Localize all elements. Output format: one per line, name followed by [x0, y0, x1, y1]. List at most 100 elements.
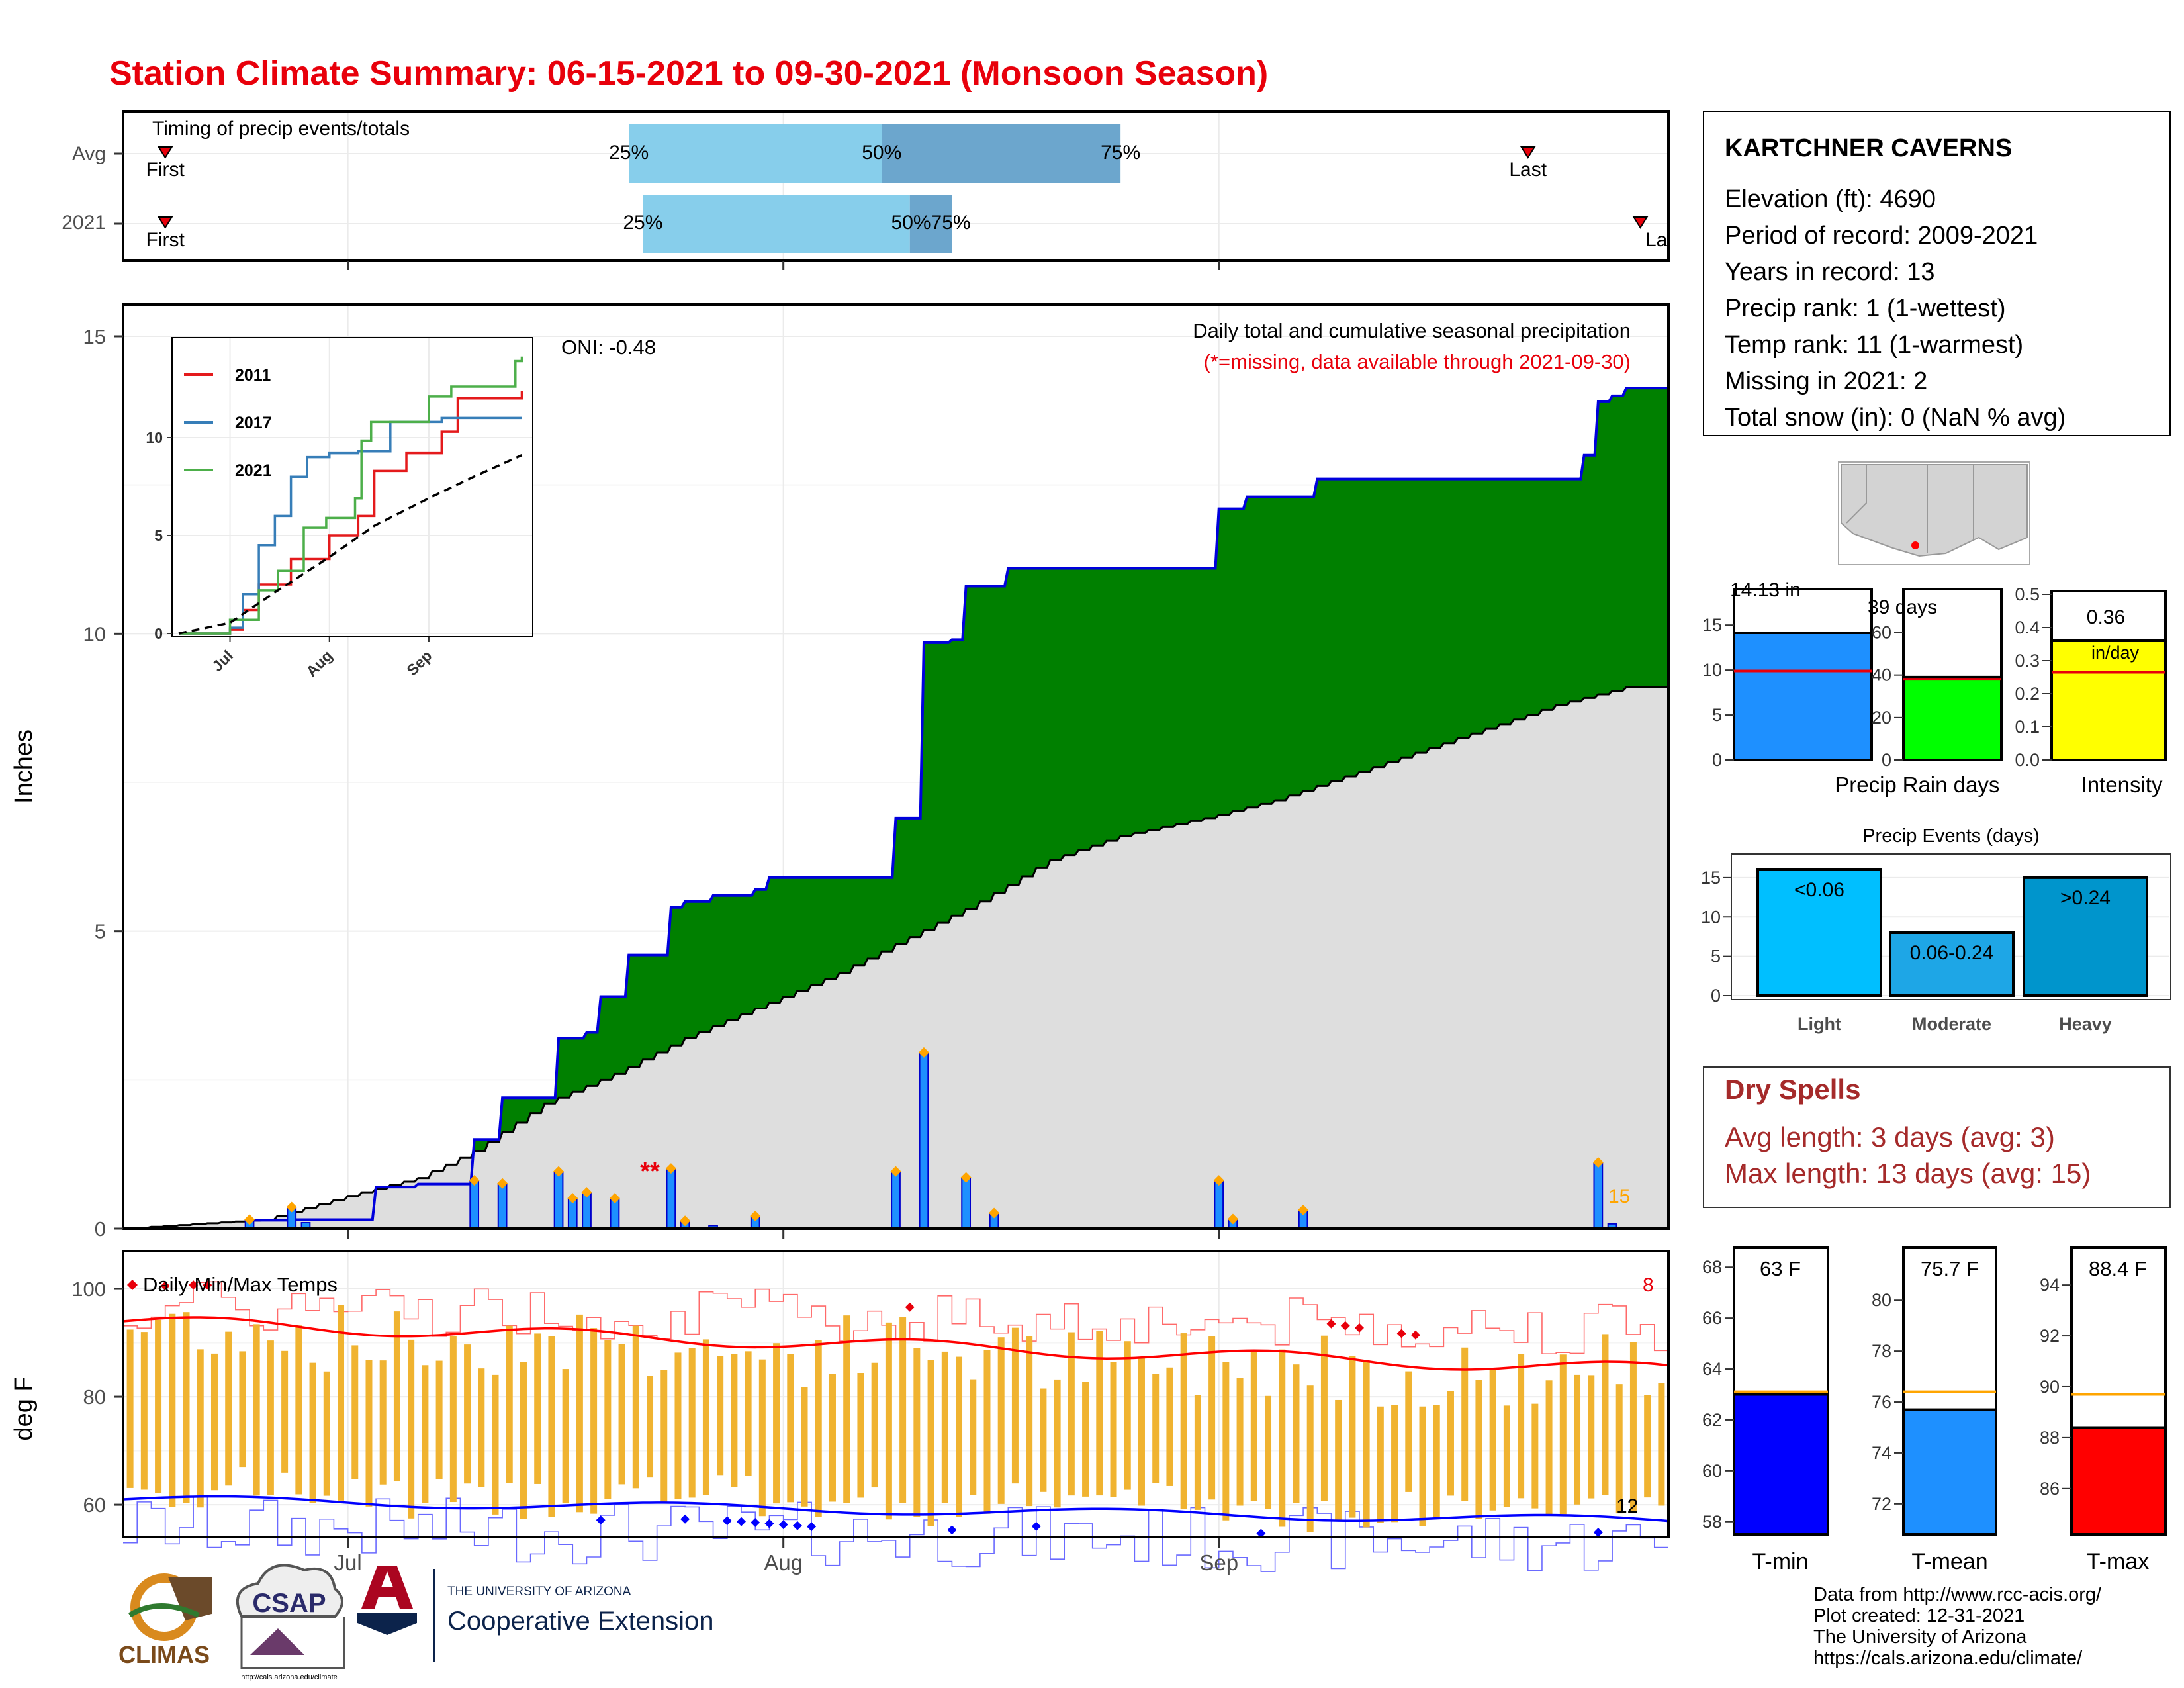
- last-label: Last: [1509, 159, 1547, 181]
- daily-temp-bar: [1011, 1327, 1019, 1484]
- daily-temp-bar: [829, 1374, 836, 1502]
- rain-days-gauge-label: Rain days: [1903, 773, 2000, 797]
- daily-precip-marker: [750, 1211, 761, 1222]
- temp-title-marker: [127, 1280, 138, 1290]
- precip-count-label: 15: [1608, 1186, 1630, 1207]
- gauge-tick-label: 66: [1702, 1308, 1722, 1328]
- station-line: Period of record: 2009-2021: [1725, 222, 2038, 250]
- daily-precip-marker: [497, 1178, 508, 1189]
- record-high-point: [203, 1280, 212, 1290]
- daily-temp-bar: [647, 1376, 654, 1478]
- daily-temp-bar: [562, 1369, 569, 1504]
- daily-temp-bar: [674, 1352, 682, 1499]
- gauge-tick-label: 86: [2040, 1479, 2060, 1499]
- record-low-point: [596, 1515, 606, 1525]
- university-logo: THE UNIVERSITY OF ARIZONA Cooperative Ex…: [357, 1566, 713, 1662]
- precip-y-tick-label: 0: [95, 1217, 106, 1241]
- record-points: [160, 1280, 1603, 1538]
- daily-temp-bar: [1236, 1378, 1244, 1506]
- daily-temp-bar: [140, 1332, 148, 1490]
- daily-precip-bar: [891, 1171, 901, 1230]
- tmin-gauge: 58 60 62 64 66 68: [1702, 1246, 1829, 1536]
- gauge-tick-label: 0.4: [2015, 618, 2040, 637]
- tmin-value-text: 63 F: [1760, 1257, 1801, 1280]
- record-high-point: [1340, 1321, 1350, 1331]
- daily-temp-bar: [1461, 1347, 1469, 1501]
- record-low-line: [123, 1496, 1668, 1572]
- tmean-value-text: 75.7 F: [1921, 1257, 1979, 1280]
- daily-temp-bar: [534, 1333, 541, 1484]
- record-low-point: [680, 1514, 690, 1524]
- temp-x-tick-label: Jul: [334, 1550, 362, 1575]
- inset-y-tick-label: 10: [146, 429, 163, 446]
- gauge-tick-label: 74: [1872, 1443, 1891, 1463]
- events-bar-tag: <0.06: [1794, 879, 1844, 901]
- daily-temp-bar: [576, 1314, 583, 1513]
- daily-temp-bar: [239, 1351, 246, 1468]
- events-title: Precip Events (days): [1862, 825, 2040, 847]
- max-record-count: 8: [1643, 1274, 1654, 1296]
- events-bar-moderate: [1889, 931, 2015, 997]
- record-low-point: [764, 1519, 774, 1528]
- daily-temp-bar: [548, 1336, 555, 1517]
- daily-temp-bar: [787, 1354, 794, 1503]
- ua-shield-base: [357, 1613, 417, 1635]
- legend-2017-label: 2017: [235, 414, 272, 432]
- daily-temp-bar: [1082, 1382, 1089, 1497]
- daily-temp-bar: [351, 1345, 359, 1479]
- temp-axes: 60 80 100 Jul Aug Sep: [71, 1278, 1238, 1575]
- daily-temp-bar: [478, 1368, 485, 1487]
- station-info-box: KARTCHNER CAVERNS Elevation (ft): 4690 P…: [1703, 111, 2171, 436]
- inset-background: [172, 338, 533, 637]
- temp-x-tick-label: Sep: [1199, 1550, 1238, 1575]
- daily-temp-bar: [731, 1354, 738, 1487]
- events-tick-label: 15: [1701, 868, 1721, 888]
- daily-temp-bar: [1391, 1405, 1398, 1523]
- daily-temp-bar: [1644, 1395, 1651, 1498]
- csap-frame: [240, 1617, 345, 1669]
- last-marker: [1520, 146, 1536, 159]
- timing-title: Timing of precip events/totals: [152, 118, 410, 140]
- gauge-tick-label: 0.0: [2015, 750, 2040, 770]
- footer-credits: Data from http://www.rcc-acis.org/ Plot …: [1813, 1584, 2102, 1669]
- daily-temp-bar: [1433, 1405, 1440, 1518]
- daily-temp-bar: [435, 1360, 443, 1479]
- station-line: Temp rank: 11 (1-warmest): [1725, 331, 2023, 359]
- daily-temp-bar: [1489, 1368, 1496, 1511]
- station-location-dot: [1911, 541, 1919, 549]
- events-bar-heavy: [2023, 876, 2148, 997]
- gauge-tick-label: 90: [2040, 1377, 2060, 1397]
- dry-spells-avg: Avg length: 3 days (avg: 3): [1725, 1121, 2055, 1152]
- daily-temp-bar: [1180, 1333, 1187, 1510]
- daily-temp-bar: [197, 1349, 204, 1508]
- record-low-point: [722, 1516, 732, 1526]
- daily-temp-bar: [745, 1351, 752, 1476]
- station-line: Years in record: 13: [1725, 258, 1935, 286]
- daily-temp-bar: [1054, 1379, 1061, 1508]
- gauge-tick-label: 0.5: [2015, 585, 2040, 604]
- daily-temp-bar: [1152, 1374, 1160, 1483]
- daily-precip-marker: [1298, 1205, 1309, 1216]
- record-low-point: [1256, 1528, 1266, 1538]
- gauge-bar: [1902, 1408, 1997, 1536]
- events-tick-label: 5: [1711, 947, 1721, 966]
- daily-temp-bar: [422, 1365, 429, 1503]
- daily-temp-bar: [913, 1348, 921, 1517]
- gauge-tick-label: 10: [1702, 660, 1722, 680]
- daily-temp-bar: [520, 1362, 527, 1519]
- csap-cloud: [236, 1564, 343, 1618]
- ua-block-a: [361, 1566, 413, 1609]
- temp-frame: [122, 1250, 1670, 1538]
- daily-temp-bar: [1068, 1332, 1075, 1496]
- footer-line: Plot created: 12-31-2021: [1813, 1605, 2025, 1626]
- timing-bar-50-75: [882, 124, 1121, 183]
- daily-temp-bar: [815, 1340, 822, 1517]
- daily-temp-bar: [408, 1339, 415, 1519]
- station-name: KARTCHNER CAVERNS: [1725, 134, 2012, 162]
- precip-y-tick-label: 15: [83, 325, 106, 348]
- station-line: Missing in 2021: 2: [1725, 367, 1927, 395]
- events-bar-label: Heavy: [2059, 1014, 2112, 1034]
- csap-logo: CSAP http://cals.arizona.edu/climate: [236, 1564, 345, 1681]
- daily-temp-bar: [1377, 1406, 1384, 1523]
- gauge-tick-label: 15: [1702, 615, 1722, 635]
